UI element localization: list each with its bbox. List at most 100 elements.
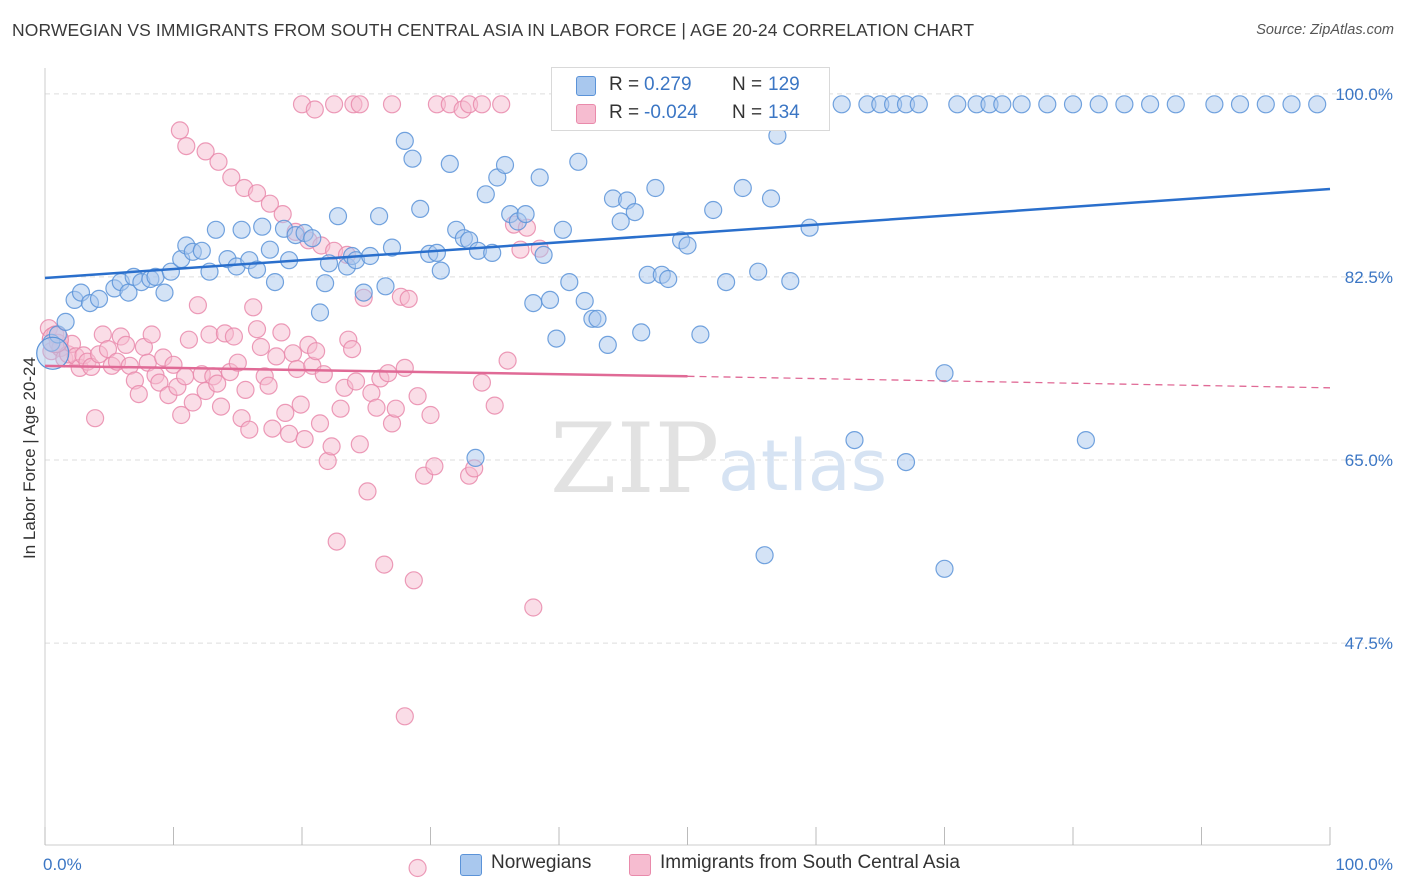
legend-r-value: -0.024 <box>644 102 698 123</box>
data-point-norwegians <box>832 95 851 114</box>
legend-swatch-blue <box>460 854 482 876</box>
data-point-norwegians <box>530 168 549 187</box>
data-point-norwegians <box>646 178 665 198</box>
data-point-immigrants <box>150 373 169 392</box>
data-point-immigrants <box>382 95 402 114</box>
data-point-immigrants <box>283 344 303 363</box>
data-point-norwegians <box>310 303 330 322</box>
data-point-norwegians <box>1012 95 1031 114</box>
data-point-immigrants <box>176 367 195 386</box>
trend-line-immigrants <box>44 364 688 378</box>
data-point-immigrants <box>399 289 418 308</box>
data-point-immigrants <box>325 95 344 114</box>
data-point-norwegians <box>476 185 495 204</box>
data-point-immigrants <box>267 347 286 366</box>
data-point-norwegians <box>370 207 389 226</box>
data-point-immigrants <box>350 95 369 114</box>
data-point-norwegians <box>560 273 579 292</box>
data-point-immigrants <box>472 373 491 392</box>
data-point-immigrants <box>244 298 263 317</box>
data-point-immigrants <box>170 121 189 140</box>
series-immigrants-points <box>39 95 549 878</box>
legend-n-value: 134 <box>768 102 800 123</box>
legend-r-label: R = <box>609 74 640 95</box>
data-point-norwegians <box>1205 95 1224 114</box>
data-point-norwegians <box>516 205 535 224</box>
legend-swatch-pink <box>576 104 596 124</box>
data-point-norwegians <box>1308 95 1327 114</box>
data-point-immigrants <box>421 405 440 425</box>
data-point-immigrants <box>346 372 366 391</box>
data-point-immigrants <box>224 327 243 346</box>
data-point-immigrants <box>472 95 491 114</box>
data-point-norwegians <box>948 95 967 114</box>
legend-n-value: 129 <box>768 74 800 95</box>
data-point-immigrants <box>498 351 517 370</box>
data-point-immigrants <box>395 707 414 726</box>
data-point-norwegians <box>1166 95 1185 114</box>
legend-label-norwegians: Norwegians <box>491 852 592 873</box>
data-point-norwegians <box>1115 95 1134 114</box>
watermark-zip: ZIP <box>550 403 719 515</box>
data-point-norwegians <box>534 245 553 264</box>
data-point-norwegians <box>553 220 573 239</box>
data-point-norwegians <box>1063 95 1083 114</box>
data-point-immigrants <box>327 532 346 551</box>
data-point-norwegians <box>716 273 736 292</box>
data-point-immigrants <box>260 194 279 213</box>
y-tick-label: 100.0% <box>1335 85 1393 104</box>
data-point-immigrants <box>263 419 282 438</box>
data-point-norwegians <box>1256 95 1275 114</box>
data-point-immigrants <box>200 325 219 344</box>
data-point-norwegians <box>253 217 272 236</box>
data-point-norwegians <box>1076 431 1096 450</box>
gridlines <box>45 93 1390 644</box>
data-point-norwegians <box>611 212 630 231</box>
data-point-norwegians <box>659 269 678 289</box>
data-point-immigrants <box>343 340 362 359</box>
data-point-immigrants <box>251 337 270 357</box>
legend-label-immigrants: Immigrants from South Central Asia <box>660 852 960 873</box>
data-point-immigrants <box>183 393 202 412</box>
data-point-immigrants <box>524 598 543 617</box>
data-point-norwegians <box>540 290 560 309</box>
data-point-norwegians <box>192 241 211 260</box>
source-label: Source: ZipAtlas.com <box>1256 22 1394 38</box>
data-point-immigrants <box>247 320 267 339</box>
legend-swatch-blue <box>576 76 596 96</box>
legend-n-label: N = <box>732 74 763 95</box>
y-tick-label: 65.0% <box>1345 451 1393 470</box>
data-point-norwegians <box>206 220 225 239</box>
data-point-immigrants <box>295 430 314 449</box>
data-point-norwegians <box>993 95 1012 114</box>
y-tick-label: 82.5% <box>1345 268 1393 287</box>
data-point-immigrants <box>408 858 427 878</box>
data-point-norwegians <box>155 283 174 302</box>
data-point-immigrants <box>280 424 299 443</box>
data-point-immigrants <box>240 420 259 439</box>
data-point-immigrants <box>116 335 136 354</box>
data-point-norwegians <box>232 220 251 239</box>
data-point-immigrants <box>179 330 198 349</box>
data-point-norwegians <box>1282 95 1301 114</box>
data-point-norwegians <box>316 274 335 293</box>
data-point-immigrants <box>305 100 324 119</box>
data-point-norwegians <box>382 238 402 257</box>
data-point-immigrants <box>129 385 148 404</box>
data-point-norwegians <box>845 431 864 450</box>
data-point-norwegians <box>431 261 450 280</box>
data-point-norwegians <box>56 312 75 331</box>
data-point-norwegians <box>755 546 774 565</box>
trend-line-norwegians <box>44 187 1331 280</box>
legend-n-label: N = <box>732 102 763 123</box>
data-point-norwegians <box>761 189 781 208</box>
data-point-immigrants <box>222 168 241 187</box>
data-point-immigrants <box>172 405 191 425</box>
data-point-norwegians <box>354 283 373 302</box>
trend-lines <box>44 187 1331 389</box>
data-point-immigrants <box>375 555 394 574</box>
data-point-norwegians <box>1038 95 1057 114</box>
data-point-immigrants <box>367 398 386 417</box>
data-point-norwegians <box>260 240 279 259</box>
